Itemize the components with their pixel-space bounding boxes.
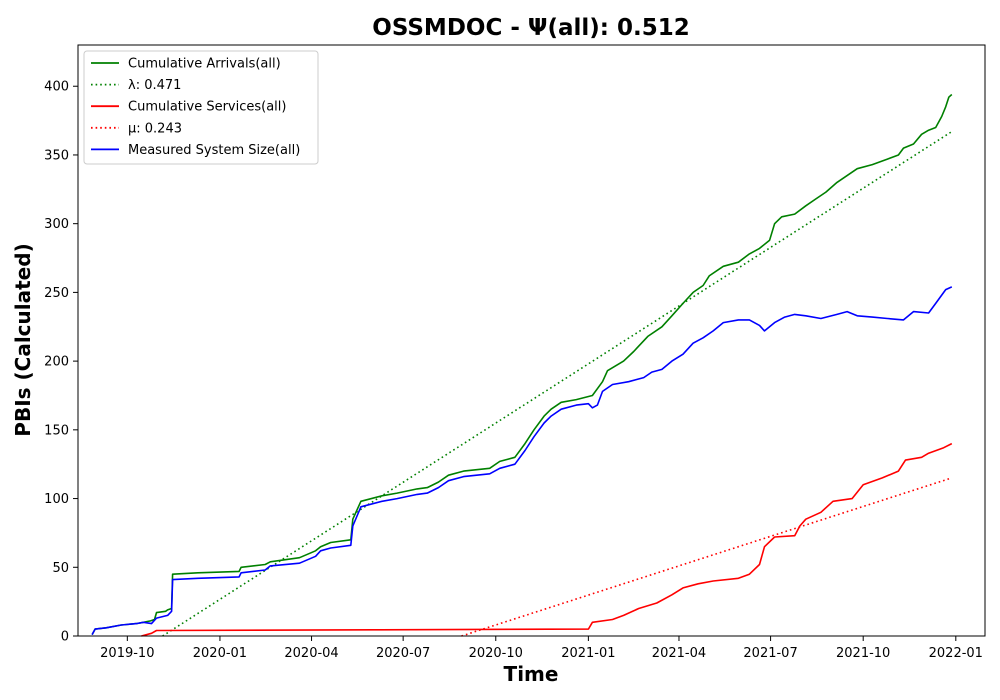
y-tick-label: 50 [52, 561, 69, 576]
y-tick-label: 150 [44, 423, 69, 438]
y-axis-title: PBIs (Calculated) [11, 243, 35, 436]
y-tick-label: 250 [44, 286, 69, 301]
series-line-2 [141, 442, 953, 637]
legend-label-1: λ: 0.471 [128, 78, 181, 93]
legend-label-4: Measured System Size(all) [128, 143, 300, 158]
x-tick-label: 2021-01 [561, 646, 615, 661]
series-line-4 [91, 286, 953, 635]
legend: Cumulative Arrivals(all) λ: 0.471 Cumulati… [83, 50, 319, 165]
plot-area [91, 93, 953, 637]
x-tick-label: 2020-10 [469, 646, 523, 661]
x-tick-label: 2020-07 [376, 646, 430, 661]
x-tick-label: 2021-04 [652, 646, 706, 661]
y-tick-label: 100 [44, 492, 69, 507]
y-axis: 0 50 100 150 200 250 300 350 400 [44, 80, 78, 645]
legend-label-0: Cumulative Arrivals(all) [128, 57, 281, 72]
legend-box [83, 50, 319, 165]
x-axis: 2019-10 2020-01 2020-04 2020-07 2020-10 2021-… [100, 636, 983, 661]
legend-label-3: μ: 0.243 [128, 121, 182, 136]
x-tick-label: 2021-07 [743, 646, 797, 661]
series-line-0 [91, 93, 953, 635]
plot-frame [77, 44, 986, 637]
x-tick-label: 2020-04 [284, 646, 338, 661]
series-line-3 [461, 477, 953, 637]
legend-label-2: Cumulative Services(all) [128, 100, 286, 115]
y-tick-label: 300 [44, 217, 69, 232]
x-tick-label: 2020-01 [193, 646, 247, 661]
x-tick-label: 2019-10 [100, 646, 154, 661]
y-tick-label: 200 [44, 355, 69, 370]
x-tick-label: 2022-01 [929, 646, 983, 661]
y-tick-label: 0 [61, 630, 69, 645]
chart-title: OSSMDOC - Ψ(all): 0.512 [372, 15, 689, 41]
y-tick-label: 400 [44, 80, 69, 95]
x-axis-title: Time [504, 662, 559, 686]
x-tick-label: 2021-10 [836, 646, 890, 661]
y-tick-label: 350 [44, 148, 69, 163]
